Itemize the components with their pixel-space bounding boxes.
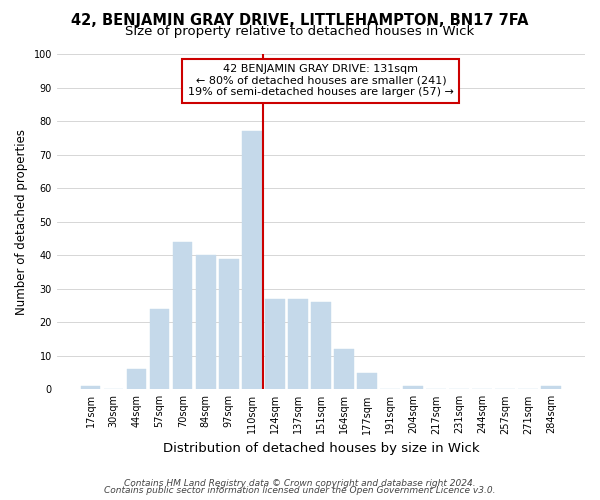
Bar [311, 302, 331, 390]
Bar [242, 131, 262, 390]
Bar [334, 349, 354, 390]
Bar [357, 372, 377, 390]
Text: Contains public sector information licensed under the Open Government Licence v3: Contains public sector information licen… [104, 486, 496, 495]
Text: Size of property relative to detached houses in Wick: Size of property relative to detached ho… [125, 25, 475, 38]
Bar [81, 386, 100, 390]
Bar [173, 242, 193, 390]
Bar [127, 369, 146, 390]
X-axis label: Distribution of detached houses by size in Wick: Distribution of detached houses by size … [163, 442, 479, 455]
Text: 42 BENJAMIN GRAY DRIVE: 131sqm
← 80% of detached houses are smaller (241)
19% of: 42 BENJAMIN GRAY DRIVE: 131sqm ← 80% of … [188, 64, 454, 98]
Bar [265, 299, 284, 390]
Bar [403, 386, 423, 390]
Bar [196, 255, 215, 390]
Bar [219, 258, 239, 390]
Y-axis label: Number of detached properties: Number of detached properties [15, 128, 28, 314]
Text: Contains HM Land Registry data © Crown copyright and database right 2024.: Contains HM Land Registry data © Crown c… [124, 478, 476, 488]
Text: 42, BENJAMIN GRAY DRIVE, LITTLEHAMPTON, BN17 7FA: 42, BENJAMIN GRAY DRIVE, LITTLEHAMPTON, … [71, 12, 529, 28]
Bar [541, 386, 561, 390]
Bar [288, 299, 308, 390]
Bar [150, 309, 169, 390]
